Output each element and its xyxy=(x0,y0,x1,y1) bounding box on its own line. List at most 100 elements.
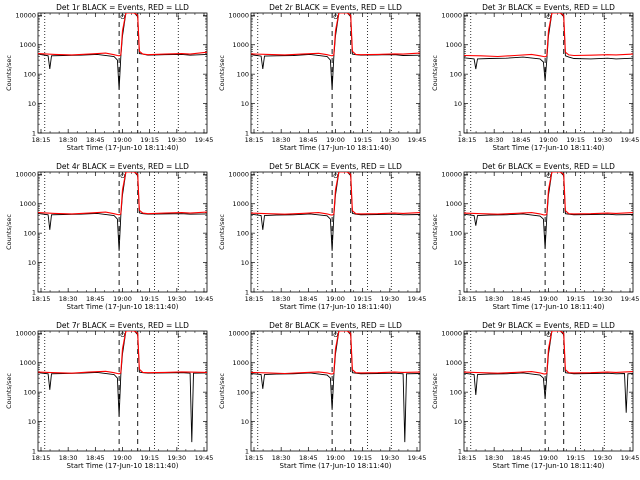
series-events-line xyxy=(464,331,633,413)
y-tick-label: 1000 xyxy=(232,200,249,208)
x-tick-label: 19:00 xyxy=(539,136,558,144)
x-tick-label: 19:00 xyxy=(326,295,345,303)
x-tick-label: 19:15 xyxy=(353,136,372,144)
x-tick-label: 18:45 xyxy=(299,136,318,144)
x-tick-label: 19:00 xyxy=(326,136,345,144)
x-tick-label: 19:15 xyxy=(566,136,585,144)
x-tick-label: 18:45 xyxy=(86,454,105,462)
x-axis-label: Start Time (17-Jun-10 18:11:40) xyxy=(280,462,392,470)
y-axis-label: Counts/sec xyxy=(431,214,439,250)
y-tick-label: 100 xyxy=(450,70,462,78)
x-tick-label: 19:00 xyxy=(113,295,132,303)
x-tick-label: 19:30 xyxy=(593,136,612,144)
x-tick-label: 19:45 xyxy=(408,454,427,462)
panel-det-6: Det 6r BLACK = Events, RED = LLD 1 10 100 10… xyxy=(431,162,639,311)
x-axis-label: Start Time (17-Jun-10 18:11:40) xyxy=(67,144,179,152)
y-tick-label: 1000 xyxy=(445,359,462,367)
y-tick-label: 1000 xyxy=(19,359,36,367)
flag-o-label: O xyxy=(120,172,125,180)
flag-l-label: L xyxy=(177,172,181,180)
x-tick-label: 18:15 xyxy=(245,295,264,303)
flag-l-label: L xyxy=(603,331,607,339)
x-tick-label: 18:45 xyxy=(86,295,105,303)
x-tick-label: 19:45 xyxy=(195,136,214,144)
x-tick-label: 19:15 xyxy=(140,136,159,144)
y-tick-label: 10000 xyxy=(441,330,462,338)
y-tick-label: 1000 xyxy=(445,41,462,49)
flag-o-label: O xyxy=(333,13,338,21)
series-lld-line xyxy=(464,331,633,375)
series-events-line xyxy=(38,172,207,251)
y-tick-label: 1 xyxy=(458,447,462,455)
x-tick-label: 18:15 xyxy=(245,136,264,144)
panel-det-8: Det 8r BLACK = Events, RED = LLD 1 10 100 10… xyxy=(218,321,426,470)
panel-det-9: Det 9r BLACK = Events, RED = LLD 1 10 100 10… xyxy=(431,321,639,470)
y-tick-label: 100 xyxy=(237,70,249,78)
x-tick-label: 18:30 xyxy=(59,454,78,462)
x-tick-label: 18:45 xyxy=(86,136,105,144)
y-tick-label: 10000 xyxy=(228,330,249,338)
y-tick-label: 1000 xyxy=(19,200,36,208)
y-tick-label: 1000 xyxy=(232,41,249,49)
series-lld-line xyxy=(251,172,420,216)
x-tick-label: 18:30 xyxy=(59,136,78,144)
x-tick-label: 19:00 xyxy=(326,454,345,462)
x-axis-label: Start Time (17-Jun-10 18:11:40) xyxy=(67,462,179,470)
flag-o-label: O xyxy=(546,331,551,339)
series-events-line xyxy=(38,13,207,90)
x-tick-label: 18:45 xyxy=(512,136,531,144)
x-tick-label: 18:15 xyxy=(32,136,51,144)
flag-o-label: O xyxy=(333,331,338,339)
y-tick-label: 10 xyxy=(28,100,36,108)
x-tick-label: 19:00 xyxy=(113,454,132,462)
y-tick-label: 10000 xyxy=(441,171,462,179)
x-tick-label: 18:15 xyxy=(32,295,51,303)
x-tick-label: 18:15 xyxy=(32,454,51,462)
flag-l-label: L xyxy=(603,13,607,21)
x-tick-label: 19:15 xyxy=(353,454,372,462)
y-tick-label: 1000 xyxy=(445,200,462,208)
x-tick-label: 18:30 xyxy=(272,295,291,303)
x-tick-label: 18:15 xyxy=(458,454,477,462)
x-tick-label: 19:45 xyxy=(408,136,427,144)
x-tick-label: 18:30 xyxy=(485,454,504,462)
x-tick-label: 18:30 xyxy=(485,136,504,144)
x-tick-label: 19:30 xyxy=(380,454,399,462)
flag-l-label: L xyxy=(177,331,181,339)
y-tick-label: 100 xyxy=(24,70,36,78)
flag-o-label: O xyxy=(333,172,338,180)
panel-det-1: Det 1r BLACK = Events, RED = LLD 1 10 100 10… xyxy=(5,3,213,152)
y-axis-label: Counts/sec xyxy=(431,373,439,409)
series-lld-line xyxy=(38,13,207,57)
x-tick-label: 19:15 xyxy=(566,295,585,303)
x-axis-label: Start Time (17-Jun-10 18:11:40) xyxy=(493,144,605,152)
series-lld-line xyxy=(38,331,207,375)
x-tick-label: 18:45 xyxy=(299,295,318,303)
x-axis-label: Start Time (17-Jun-10 18:11:40) xyxy=(280,303,392,311)
flag-l-label: L xyxy=(603,172,607,180)
y-tick-label: 10000 xyxy=(15,330,36,338)
y-tick-label: 10 xyxy=(28,259,36,267)
x-tick-label: 18:45 xyxy=(299,454,318,462)
y-axis-label: Counts/sec xyxy=(5,373,13,409)
chart-title: Det 9r BLACK = Events, RED = LLD xyxy=(482,321,615,330)
series-events-line xyxy=(38,331,207,443)
y-axis-label: Counts/sec xyxy=(5,214,13,250)
panel-det-3: Det 3r BLACK = Events, RED = LLD 1 10 100 10… xyxy=(431,3,639,152)
x-tick-label: 19:15 xyxy=(140,454,159,462)
flag-l-label: L xyxy=(390,172,394,180)
y-axis-label: Counts/sec xyxy=(5,55,13,91)
flag-o-label: O xyxy=(546,13,551,21)
x-tick-label: 19:15 xyxy=(140,295,159,303)
series-lld-line xyxy=(251,13,420,57)
x-tick-label: 19:30 xyxy=(167,295,186,303)
y-tick-label: 10 xyxy=(454,100,462,108)
series-events-line xyxy=(251,331,420,443)
x-tick-label: 18:30 xyxy=(59,295,78,303)
series-lld-line xyxy=(251,331,420,375)
series-events-line xyxy=(464,13,633,81)
series-events-line xyxy=(251,172,420,251)
chart-title: Det 7r BLACK = Events, RED = LLD xyxy=(56,321,189,330)
chart-title: Det 3r BLACK = Events, RED = LLD xyxy=(482,3,615,12)
y-tick-label: 1 xyxy=(458,129,462,137)
